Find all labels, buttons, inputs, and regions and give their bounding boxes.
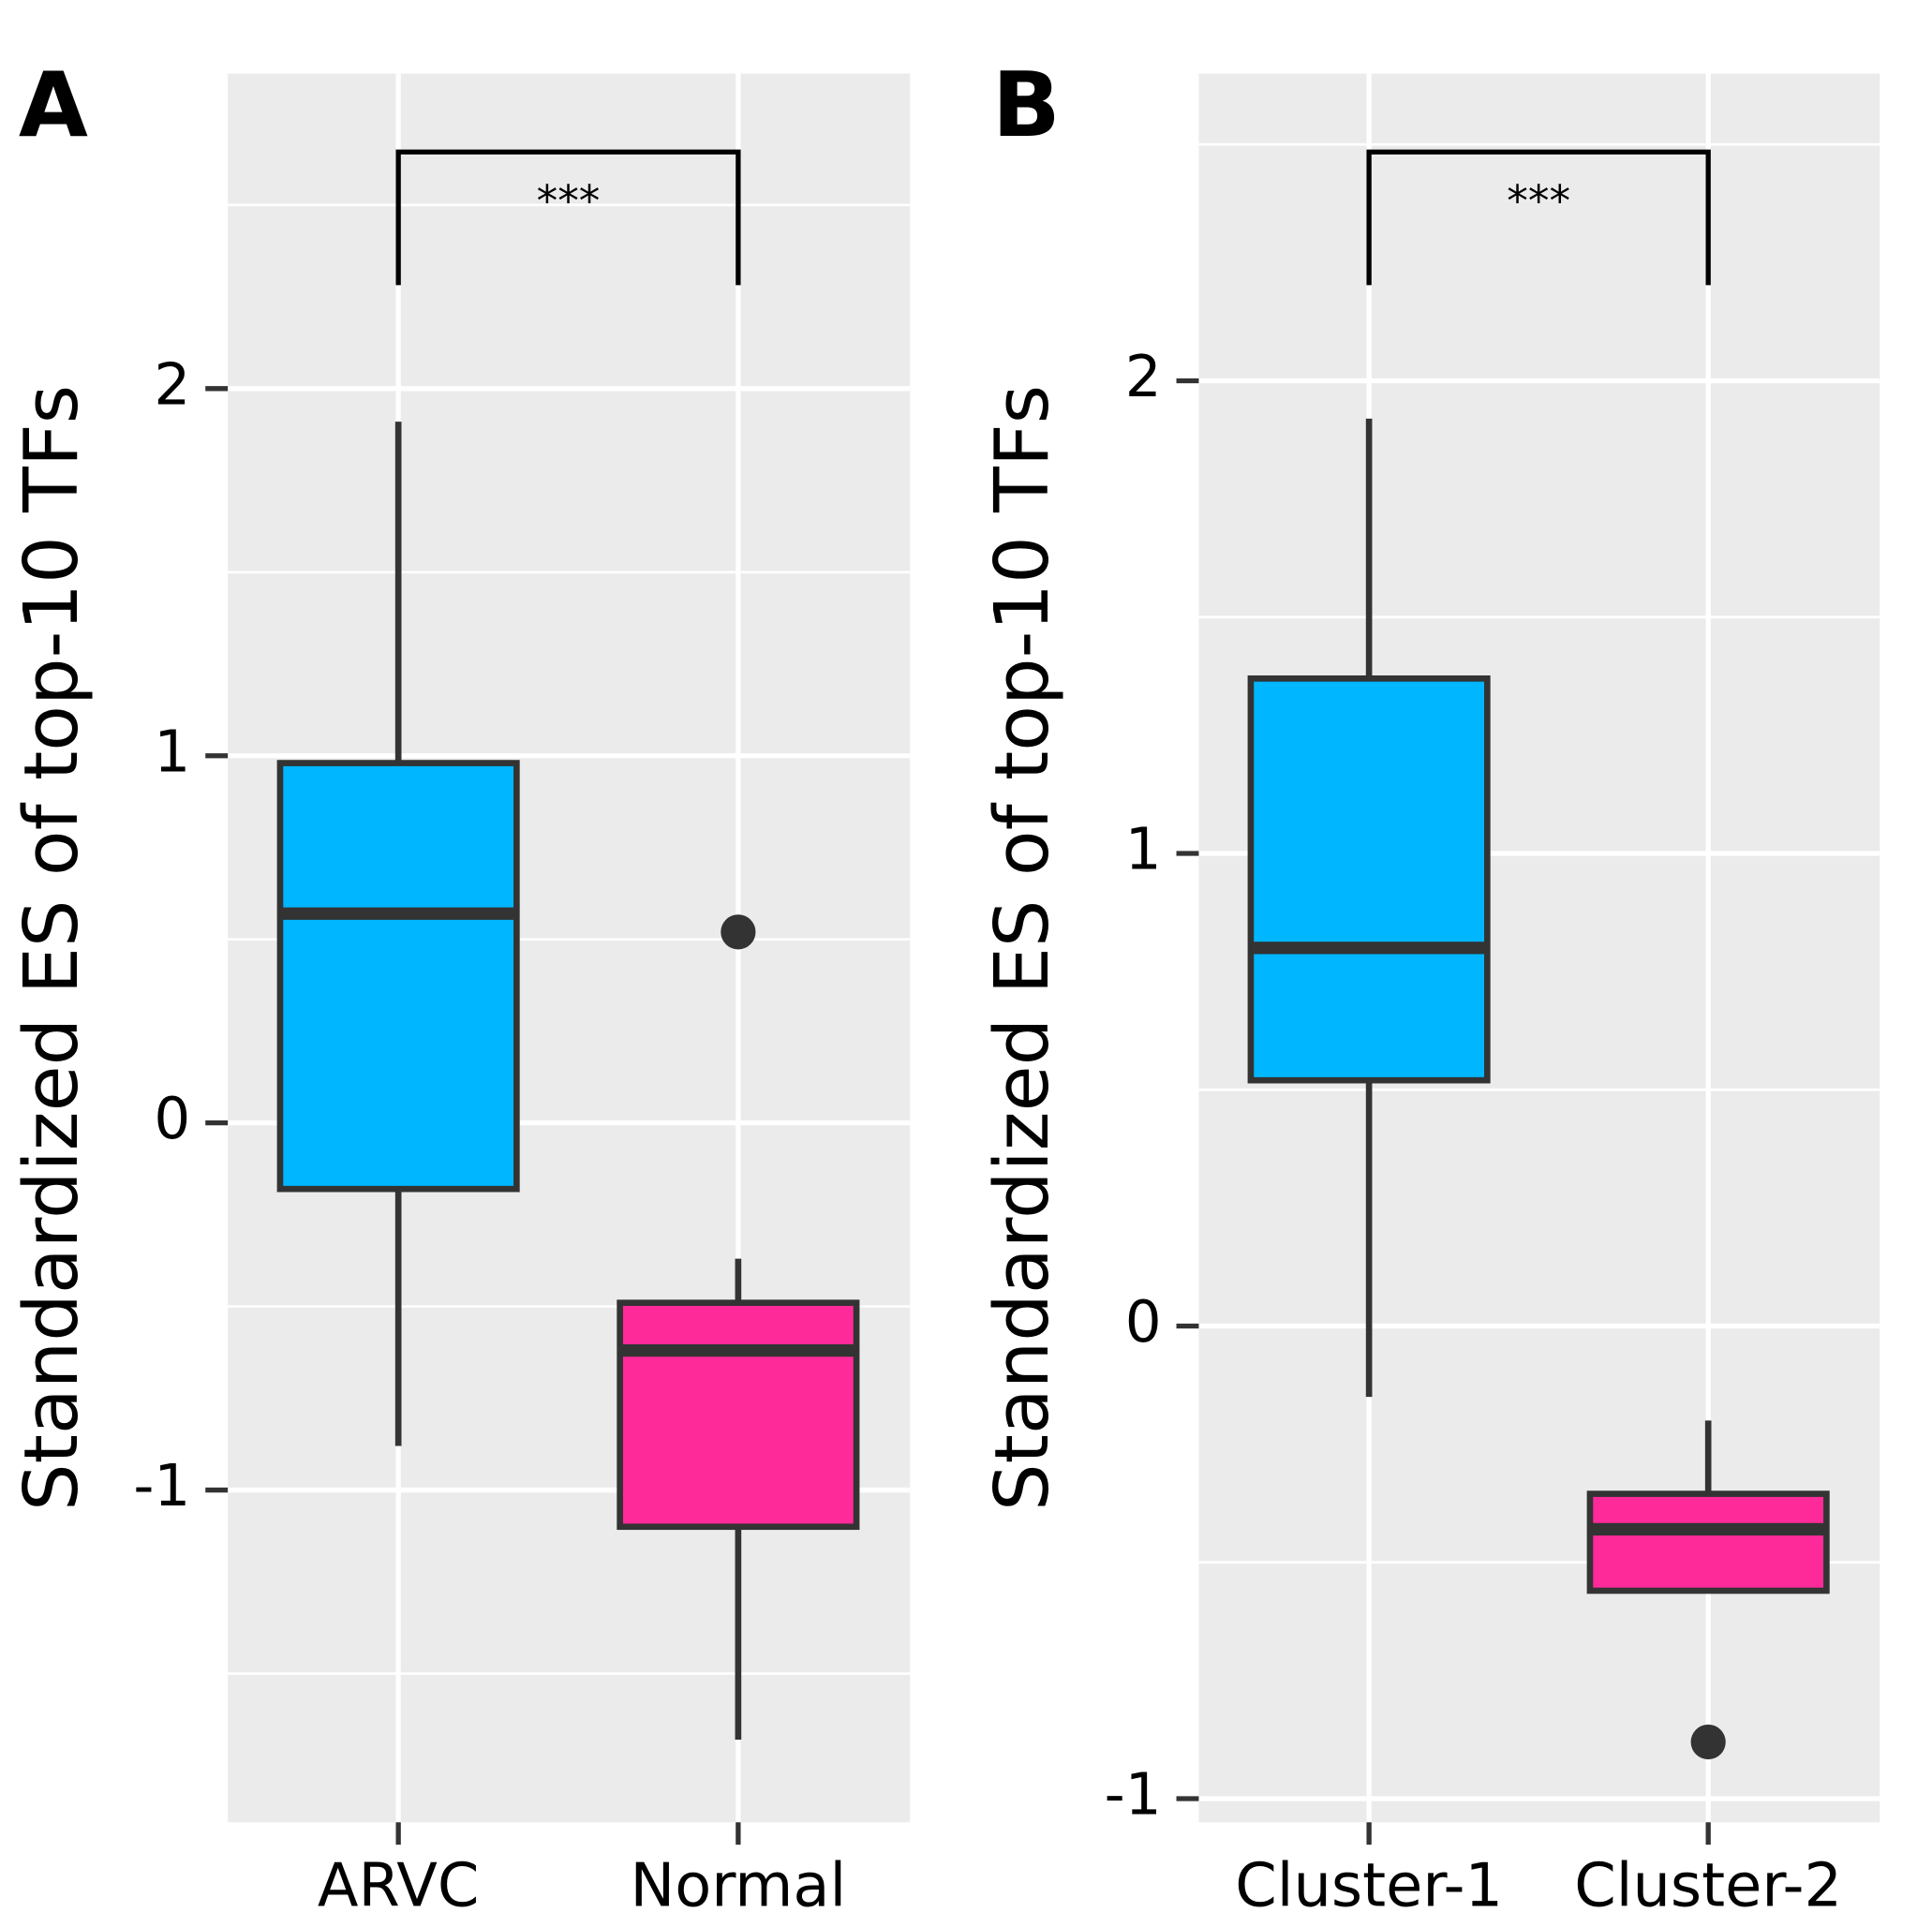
- outlier: [1690, 1724, 1726, 1760]
- box: [276, 760, 520, 1193]
- y-tick-label: 1: [154, 719, 190, 785]
- box: [1247, 674, 1491, 1084]
- y-tick-label: 2: [154, 351, 190, 418]
- y-axis-label: Standardized ES of top-10 TFs: [7, 385, 95, 1511]
- panel-label: A: [19, 52, 88, 157]
- y-tick-label: 1: [1125, 817, 1162, 883]
- y-tick-label: 2: [1125, 344, 1162, 410]
- significance-label: ***: [537, 176, 601, 226]
- outlier: [721, 914, 756, 950]
- x-tick-label: Cluster-1: [1235, 1852, 1503, 1921]
- x-tick-label: ARVC: [318, 1852, 480, 1921]
- y-tick-label: 0: [1125, 1289, 1162, 1356]
- y-tick-label: -1: [1105, 1762, 1162, 1829]
- significance-label: ***: [1507, 176, 1570, 226]
- significance-bracket: [1366, 149, 1711, 286]
- significance-bracket: [395, 149, 741, 286]
- y-tick-label: 0: [154, 1086, 190, 1152]
- x-tick-label: Normal: [631, 1852, 847, 1921]
- x-tick-label: Cluster-2: [1574, 1852, 1842, 1921]
- box: [1586, 1490, 1830, 1594]
- panel-label: B: [992, 52, 1061, 157]
- box: [617, 1299, 860, 1531]
- y-tick-label: -1: [133, 1453, 190, 1519]
- y-axis-label: Standardized ES of top-10 TFs: [978, 385, 1065, 1511]
